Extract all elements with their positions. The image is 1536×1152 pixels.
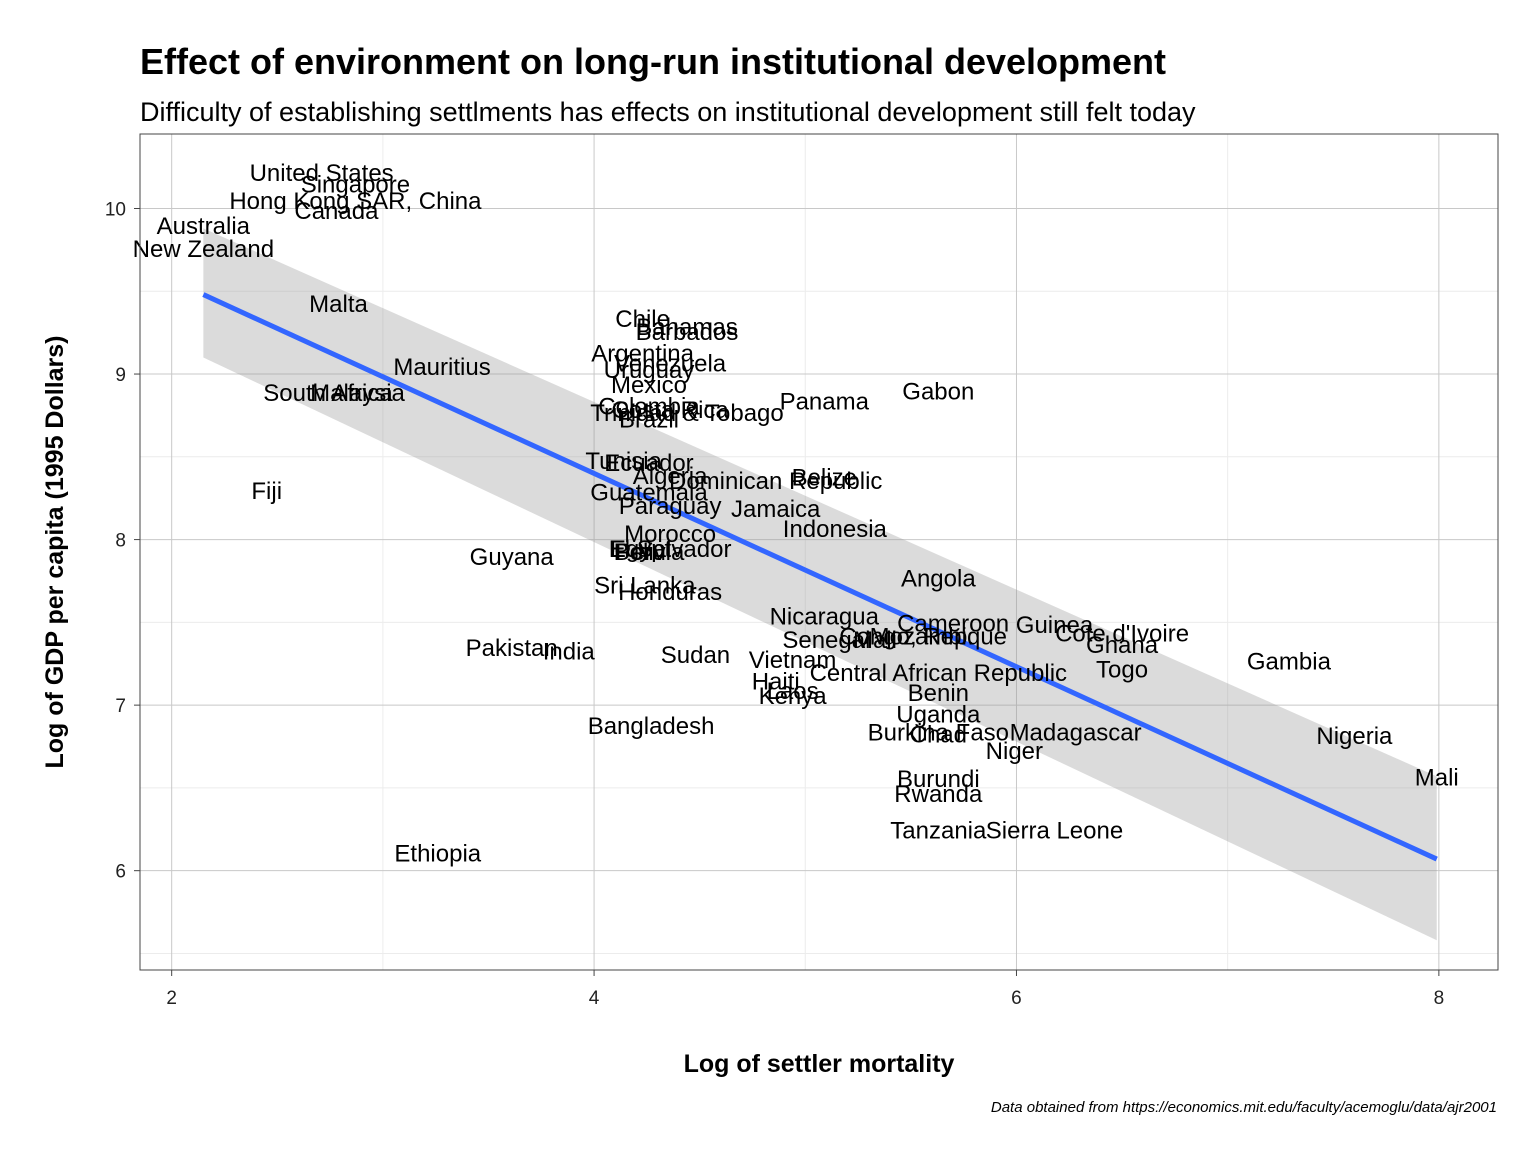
grid: [140, 134, 1498, 970]
point-label: Egypt: [610, 536, 672, 563]
point-label: Bolivia: [614, 539, 685, 566]
y-tick-label: 9: [115, 365, 126, 386]
y-axis-ticks: 6 7 8 9 10: [105, 199, 140, 883]
point-label: Jamaica: [731, 496, 821, 523]
point-label: Australia: [157, 213, 251, 240]
point-label: India: [543, 638, 596, 665]
point-label: Morocco: [624, 521, 716, 548]
y-tick-label: 7: [115, 696, 126, 717]
point-label: Tunisia: [585, 448, 662, 475]
point-label: Hong Kong SAR, China: [229, 188, 482, 215]
point-label: Guatemala: [590, 480, 708, 507]
point-label: Brazil: [619, 407, 679, 434]
point-label: Benin: [908, 680, 969, 707]
point-label: Rwanda: [894, 781, 983, 808]
x-tick-label: 6: [1011, 988, 1022, 1009]
point-label: Laos: [767, 678, 819, 705]
point-label: Angola: [901, 566, 976, 593]
point-label: Cameroon: [897, 610, 1009, 637]
point-label: Trinidad & Tobago: [590, 400, 783, 427]
data-source-caption: Data obtained from https://economics.mit…: [991, 1099, 1497, 1116]
point-label: United States: [250, 160, 394, 187]
point-label: Singapore: [301, 172, 410, 199]
point-label: Paraguay: [619, 493, 722, 520]
point-label: Dominican Republic: [669, 468, 882, 495]
point-label: Burkina Faso: [868, 720, 1009, 747]
confidence-band-area: [203, 228, 1437, 941]
point-label: Ecuador: [604, 450, 693, 477]
point-label: Bahamas: [636, 314, 737, 341]
point-label: Tanzania: [890, 817, 987, 844]
point-label: Congo, Rep.: [839, 624, 974, 651]
point-label: Guinea: [1016, 612, 1094, 639]
point-label: Gabon: [902, 379, 974, 406]
point-label: Guyana: [470, 544, 555, 571]
point-label: Mauritius: [393, 354, 490, 381]
point-label: Colombia: [598, 393, 700, 420]
point-label: South Africa: [263, 380, 393, 407]
point-label: Sierra Leone: [986, 817, 1123, 844]
point-label: Kenya: [759, 683, 828, 710]
point-label: Fiji: [251, 478, 282, 505]
regression-line-path: [202, 292, 1438, 862]
plot-panel: [139, 133, 1499, 971]
point-label: Bangladesh: [588, 713, 715, 740]
point-label: Canada: [294, 198, 379, 225]
point-label: Malaysia: [310, 380, 405, 407]
point-label: Cote d'Ivoire: [1055, 620, 1189, 647]
point-label: Mexico: [611, 372, 687, 399]
point-label: Gambia: [1247, 648, 1332, 675]
point-label: Venezuela: [614, 350, 727, 377]
point-label: Mali: [853, 627, 897, 654]
y-axis-title: Log of GDP per capita (1995 Dollars): [41, 336, 69, 769]
point-label: Nicaragua: [770, 604, 880, 631]
point-label: Vietnam: [749, 647, 837, 674]
point-label: Argentina: [591, 341, 694, 368]
point-label: New Zealand: [133, 236, 274, 263]
point-label: Malta: [309, 291, 368, 318]
point-label: Mozambique: [870, 624, 1007, 651]
point-label: Ethiopia: [394, 840, 481, 867]
point-label: Indonesia: [783, 516, 888, 543]
point-label: Haiti: [752, 668, 800, 695]
point-label: Burundi: [897, 766, 980, 793]
point-label: Panama: [780, 389, 870, 416]
point-label: Costa Rica: [611, 397, 729, 424]
point-label: Pakistan: [466, 635, 558, 662]
point-label: Senegal: [782, 627, 870, 654]
x-tick-label: 8: [1434, 988, 1445, 1009]
point-label: Barbados: [636, 319, 739, 346]
point-label: Peru: [615, 539, 666, 566]
point-label: Chile: [615, 306, 670, 333]
point-label: Ghana: [1086, 632, 1159, 659]
point-label: Honduras: [618, 579, 722, 606]
point-label: Nigeria: [1316, 723, 1393, 750]
point-label: Sudan: [661, 642, 730, 669]
point-label: Sri Lanka: [594, 572, 696, 599]
point-label: Algeria: [633, 463, 708, 490]
regression-line: [202, 292, 1438, 862]
point-label: Togo: [1096, 657, 1148, 684]
point-label: Mali: [1415, 764, 1459, 791]
point-label: El Salvador: [609, 536, 732, 563]
chart-title: Effect of environment on long-run instit…: [140, 41, 1166, 82]
x-tick-label: 2: [166, 988, 177, 1009]
chart-subtitle: Difficulty of establishing settlments ha…: [140, 97, 1196, 127]
x-axis-ticks: 2 4 6 8: [166, 970, 1444, 1009]
confidence-band: [203, 228, 1437, 941]
point-label: Uganda: [896, 701, 981, 728]
point-label: Chad: [910, 721, 967, 748]
point-label: Madagascar: [1010, 720, 1142, 747]
x-axis-title: Log of settler mortality: [684, 1050, 955, 1078]
y-tick-label: 8: [115, 531, 126, 552]
point-label: Uruguay: [604, 357, 695, 384]
point-label: Belize: [792, 465, 857, 492]
y-tick-label: 10: [105, 199, 126, 220]
point-label: Central African Republic: [810, 660, 1067, 687]
point-label: Niger: [986, 738, 1043, 765]
y-tick-label: 6: [115, 862, 126, 883]
x-tick-label: 4: [589, 988, 600, 1009]
